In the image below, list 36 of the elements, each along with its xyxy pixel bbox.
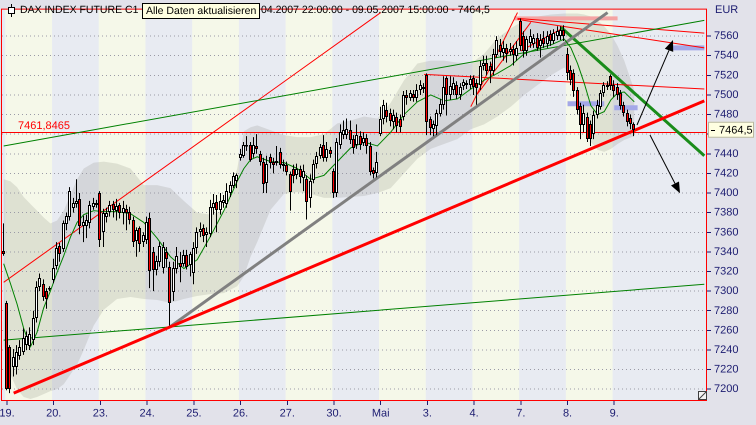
y-tick-label: 7360: [714, 226, 738, 238]
x-tick-label: 30.: [326, 408, 342, 420]
y-tick-label: 7320: [714, 266, 738, 278]
x-tick-label: 7.: [516, 408, 526, 420]
y-tick-label: 7380: [714, 206, 738, 219]
y-tick-label: 7560: [714, 30, 738, 42]
y-tick-label: 7400: [714, 187, 738, 200]
y-axis-title: EUR: [715, 4, 738, 16]
x-tick-label: 19.: [0, 408, 15, 420]
y-tick-label: 7300: [714, 285, 738, 298]
ref-line-label: 7461,8465: [18, 120, 70, 132]
x-tick-label: 8.: [562, 408, 572, 420]
x-tick-label: 25.: [186, 408, 202, 420]
y-tick-label: 7240: [714, 344, 738, 356]
x-tick-label: 27.: [280, 408, 295, 420]
x-tick-label: Mai: [372, 408, 390, 420]
x-tick-label: 4.: [470, 408, 479, 420]
x-tick-label: 26.: [232, 408, 248, 420]
tooltip: Alle Daten aktualisieren: [142, 3, 260, 19]
y-tick-label: 7340: [714, 246, 738, 258]
y-tick-label: 7500: [714, 88, 738, 101]
y-tick-label: 7220: [714, 364, 738, 376]
x-tick-label: 20.: [46, 408, 62, 420]
x-tick-label: 9.: [610, 408, 619, 420]
text: 7464,5: [719, 124, 753, 136]
y-tick-label: 7480: [714, 108, 738, 121]
y-tick-label: 7280: [714, 304, 738, 317]
y-tick-label: 7420: [714, 167, 738, 180]
x-tick-label: 3.: [422, 408, 432, 420]
y-tick-label: 7440: [714, 148, 738, 160]
y-tick-label: 7540: [714, 50, 738, 62]
x-tick-label: 24.: [139, 408, 155, 420]
y-tick-label: 7200: [714, 383, 738, 396]
x-tick-label: 23.: [92, 408, 108, 420]
y-tick-label: 7260: [714, 324, 738, 336]
y-tick-label: 7520: [714, 69, 738, 82]
